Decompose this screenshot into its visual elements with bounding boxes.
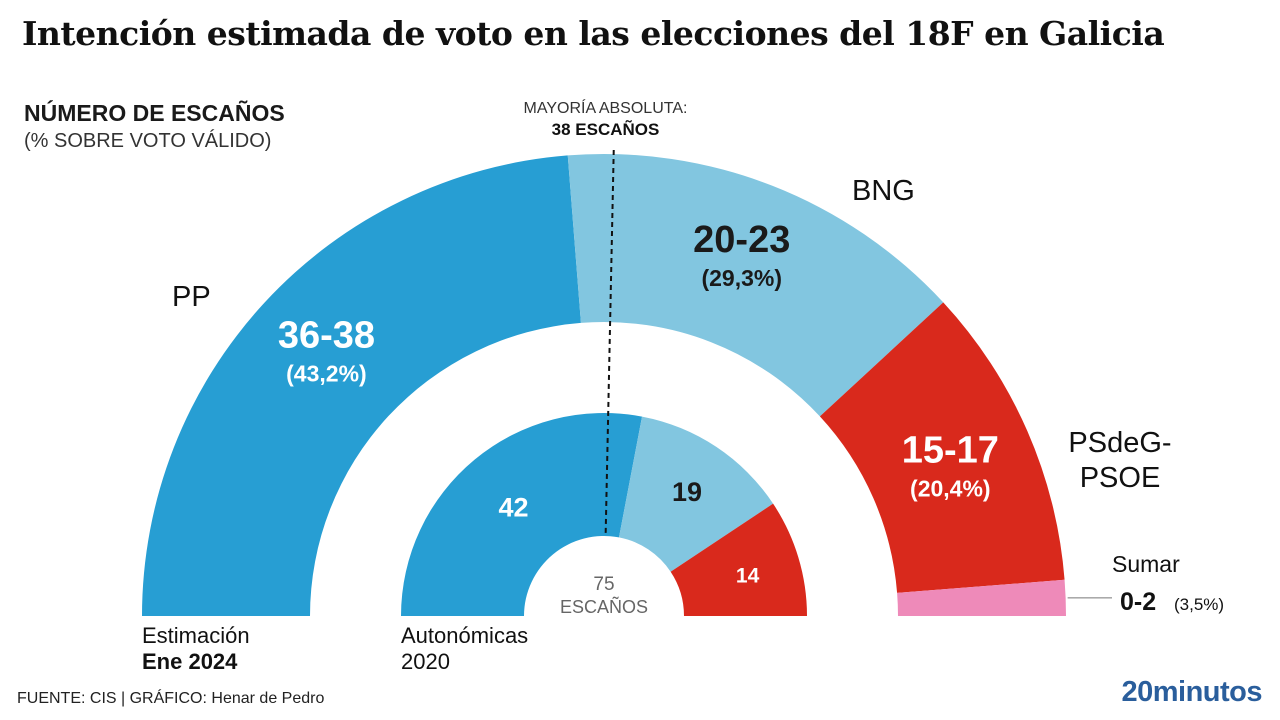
chart-subtitle: NÚMERO DE ESCAÑOS [24,100,285,126]
outer-ring-caption-line1: Estimación [142,623,250,648]
outer-slice-bng [567,154,944,417]
party-name-bng: BNG [852,175,915,207]
seat-range-sumar: 0-2 [1120,588,1156,616]
outer-slice-pp [142,155,581,616]
seats-2020-bng: 19 [672,477,702,507]
majority-annotation-line1: MAYORÍA ABSOLUTA: [523,100,688,117]
party-name-sumar: Sumar [1112,551,1180,577]
outer-ring-caption-line2: Ene 2024 [142,649,238,674]
inner-ring-caption-line1: Autonómicas [401,623,528,648]
source-footer: FUENTE: CIS | GRÁFICO: Henar de Pedro [17,690,325,707]
seat-range-psdeg-psoe: 15-17 [902,430,999,472]
party-name-pp: PP [172,281,211,313]
seat-range-pp: 36-38 [278,314,375,356]
majority-annotation: MAYORÍA ABSOLUTA: 38 ESCAÑOS [503,98,708,141]
party-name-psdeg-psoe: PSdeG-PSOE [1068,427,1171,494]
seats-2020-psdeg-psoe: 14 [736,565,760,588]
inner-slice-pp [401,413,643,616]
total-seats-unit: ESCAÑOS [560,596,648,617]
vote-share-sumar: (3,5%) [1174,595,1224,614]
outer-slice-psdeg-psoe [819,302,1065,593]
vote-share-bng: (29,3%) [701,265,782,291]
majority-line [604,149,615,536]
inner-ring-caption-line2: 2020 [401,649,450,674]
chart-subtitle-note: (% SOBRE VOTO VÁLIDO) [24,130,272,152]
total-seats-value: 75 [593,574,614,595]
inner-slice-psdeg-psoe [670,503,807,616]
inner-ring [401,413,807,616]
brand-logo: 20minutos [1121,676,1262,708]
outer-slice-sumar [897,579,1066,616]
inner-slice-bng [618,416,774,572]
seats-2020-pp: 42 [498,493,528,523]
outer-ring [142,154,1066,616]
seat-range-bng: 20-23 [693,219,790,261]
majority-annotation-line2: 38 ESCAÑOS [551,120,660,139]
chart-title: Intención estimada de voto en las elecci… [22,14,1165,53]
vote-share-psdeg-psoe: (20,4%) [910,476,991,502]
vote-share-pp: (43,2%) [286,360,367,386]
